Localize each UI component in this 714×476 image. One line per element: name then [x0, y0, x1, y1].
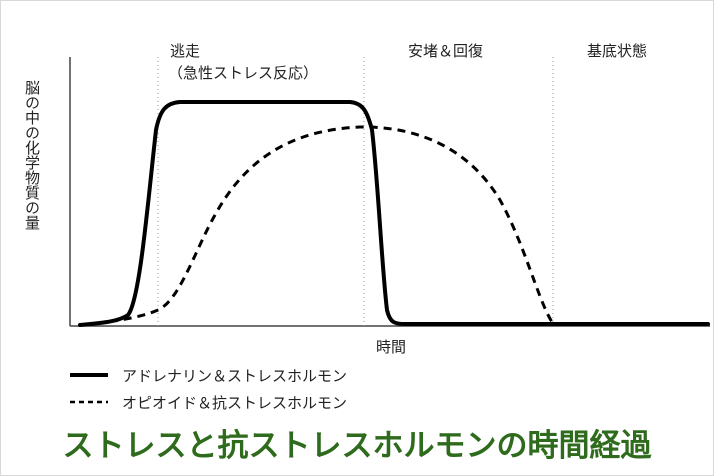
adrenaline-curve [78, 100, 710, 327]
phase-label-flight: 逃走 [170, 42, 201, 60]
chart-title: ストレスと抗ストレスホルモンの時間経過 [62, 428, 652, 464]
legend-label-opioid: オピオイド＆抗ストレスホルモン [122, 393, 348, 412]
x-axis-label: 時間 [376, 338, 407, 356]
legend-item-adrenaline: アドレナリン＆ストレスホルモン [122, 364, 347, 386]
legend-item-opioid: オピオイド＆抗ストレスホルモン [122, 391, 347, 413]
phase-label-baseline: 基底状態 [587, 42, 648, 60]
phase-label-recovery: 安堵＆回復 [408, 42, 484, 60]
phase-label-flight-sub: （急性ストレス反応） [168, 64, 319, 82]
y-axis-label: 脳の中の化学物質の量 [23, 80, 41, 230]
legend-label-adrenaline: アドレナリン＆ストレスホルモン [122, 366, 348, 385]
opioid-curve [81, 125, 554, 327]
